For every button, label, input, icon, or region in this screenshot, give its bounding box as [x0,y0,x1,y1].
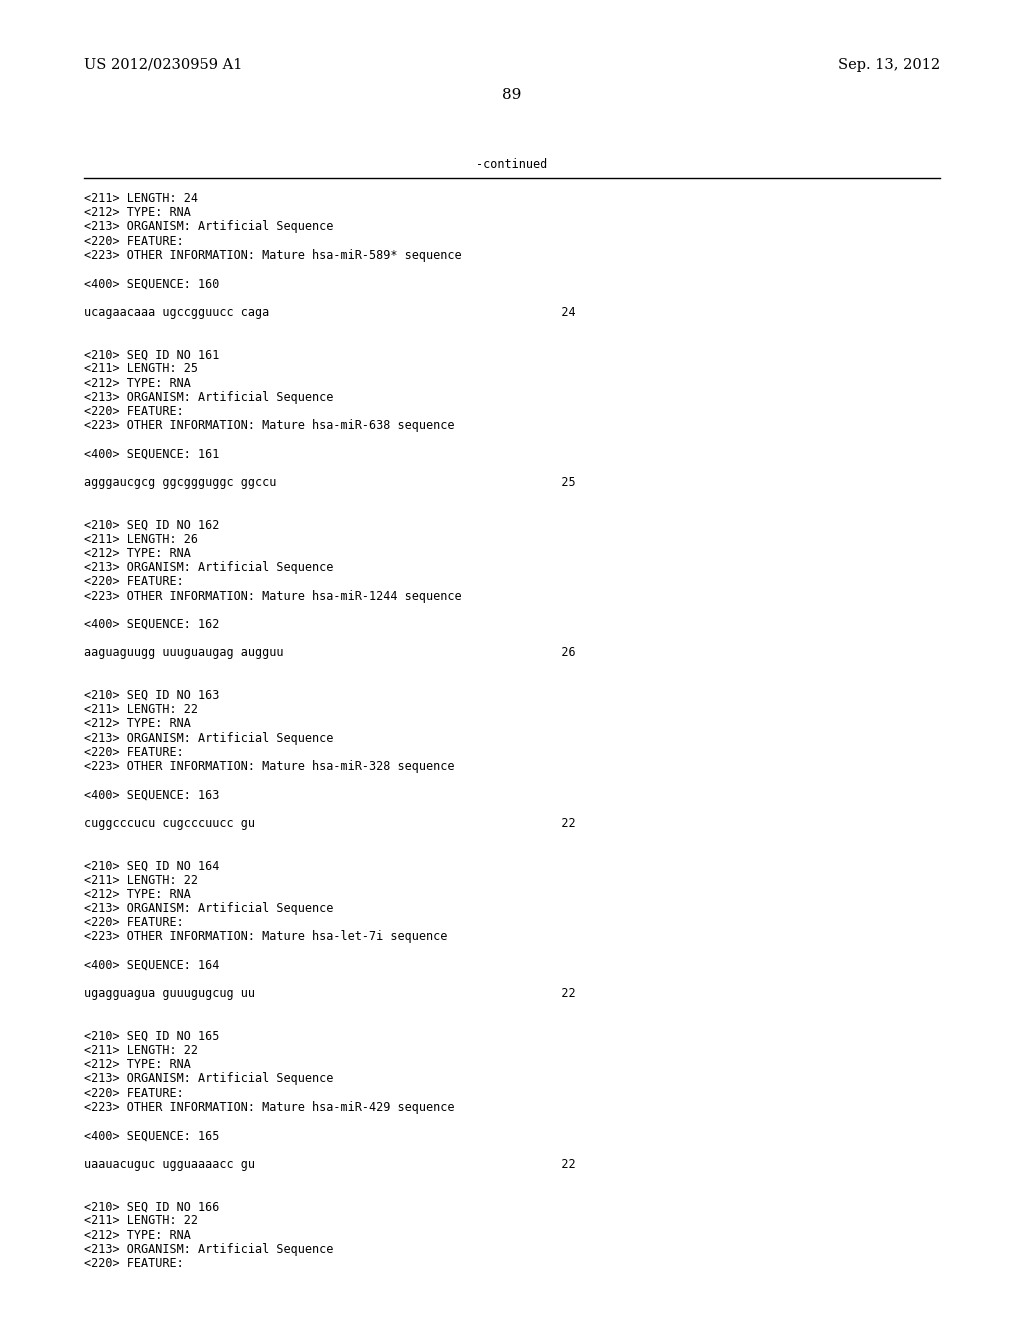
Text: ucagaacaaa ugccgguucc caga                                         24: ucagaacaaa ugccgguucc caga 24 [84,306,575,318]
Text: <220> FEATURE:: <220> FEATURE: [84,235,183,248]
Text: <213> ORGANISM: Artificial Sequence: <213> ORGANISM: Artificial Sequence [84,220,334,234]
Text: <211> LENGTH: 22: <211> LENGTH: 22 [84,1044,198,1057]
Text: <213> ORGANISM: Artificial Sequence: <213> ORGANISM: Artificial Sequence [84,561,334,574]
Text: <211> LENGTH: 22: <211> LENGTH: 22 [84,1214,198,1228]
Text: <213> ORGANISM: Artificial Sequence: <213> ORGANISM: Artificial Sequence [84,391,334,404]
Text: <220> FEATURE:: <220> FEATURE: [84,1086,183,1100]
Text: agggaucgcg ggcggguggc ggccu                                        25: agggaucgcg ggcggguggc ggccu 25 [84,477,575,488]
Text: <212> TYPE: RNA: <212> TYPE: RNA [84,717,190,730]
Text: <210> SEQ ID NO 164: <210> SEQ ID NO 164 [84,859,219,873]
Text: uaauacuguc ugguaaaacc gu                                           22: uaauacuguc ugguaaaacc gu 22 [84,1158,575,1171]
Text: <400> SEQUENCE: 160: <400> SEQUENCE: 160 [84,277,219,290]
Text: <212> TYPE: RNA: <212> TYPE: RNA [84,1229,190,1242]
Text: <213> ORGANISM: Artificial Sequence: <213> ORGANISM: Artificial Sequence [84,1243,334,1255]
Text: <213> ORGANISM: Artificial Sequence: <213> ORGANISM: Artificial Sequence [84,731,334,744]
Text: ugagguagua guuugugcug uu                                           22: ugagguagua guuugugcug uu 22 [84,987,575,1001]
Text: <211> LENGTH: 22: <211> LENGTH: 22 [84,874,198,887]
Text: <212> TYPE: RNA: <212> TYPE: RNA [84,888,190,900]
Text: <212> TYPE: RNA: <212> TYPE: RNA [84,206,190,219]
Text: <210> SEQ ID NO 161: <210> SEQ ID NO 161 [84,348,219,362]
Text: <210> SEQ ID NO 162: <210> SEQ ID NO 162 [84,519,219,532]
Text: <223> OTHER INFORMATION: Mature hsa-miR-1244 sequence: <223> OTHER INFORMATION: Mature hsa-miR-… [84,590,462,603]
Text: <212> TYPE: RNA: <212> TYPE: RNA [84,546,190,560]
Text: <223> OTHER INFORMATION: Mature hsa-miR-589* sequence: <223> OTHER INFORMATION: Mature hsa-miR-… [84,248,462,261]
Text: -continued: -continued [476,158,548,172]
Text: <220> FEATURE:: <220> FEATURE: [84,576,183,589]
Text: 89: 89 [503,88,521,102]
Text: US 2012/0230959 A1: US 2012/0230959 A1 [84,58,243,73]
Text: <211> LENGTH: 25: <211> LENGTH: 25 [84,363,198,375]
Text: <223> OTHER INFORMATION: Mature hsa-miR-429 sequence: <223> OTHER INFORMATION: Mature hsa-miR-… [84,1101,455,1114]
Text: Sep. 13, 2012: Sep. 13, 2012 [838,58,940,73]
Text: <400> SEQUENCE: 161: <400> SEQUENCE: 161 [84,447,219,461]
Text: <210> SEQ ID NO 165: <210> SEQ ID NO 165 [84,1030,219,1043]
Text: <400> SEQUENCE: 165: <400> SEQUENCE: 165 [84,1129,219,1142]
Text: <211> LENGTH: 26: <211> LENGTH: 26 [84,533,198,545]
Text: <210> SEQ ID NO 163: <210> SEQ ID NO 163 [84,689,219,702]
Text: <220> FEATURE:: <220> FEATURE: [84,746,183,759]
Text: <223> OTHER INFORMATION: Mature hsa-miR-328 sequence: <223> OTHER INFORMATION: Mature hsa-miR-… [84,760,455,774]
Text: <220> FEATURE:: <220> FEATURE: [84,405,183,418]
Text: <220> FEATURE:: <220> FEATURE: [84,1257,183,1270]
Text: <213> ORGANISM: Artificial Sequence: <213> ORGANISM: Artificial Sequence [84,902,334,915]
Text: <212> TYPE: RNA: <212> TYPE: RNA [84,376,190,389]
Text: <400> SEQUENCE: 163: <400> SEQUENCE: 163 [84,788,219,801]
Text: <211> LENGTH: 24: <211> LENGTH: 24 [84,191,198,205]
Text: <213> ORGANISM: Artificial Sequence: <213> ORGANISM: Artificial Sequence [84,1072,334,1085]
Text: <211> LENGTH: 22: <211> LENGTH: 22 [84,704,198,717]
Text: <400> SEQUENCE: 164: <400> SEQUENCE: 164 [84,958,219,972]
Text: cuggcccucu cugcccuucc gu                                           22: cuggcccucu cugcccuucc gu 22 [84,817,575,830]
Text: <400> SEQUENCE: 162: <400> SEQUENCE: 162 [84,618,219,631]
Text: <223> OTHER INFORMATION: Mature hsa-let-7i sequence: <223> OTHER INFORMATION: Mature hsa-let-… [84,931,447,944]
Text: <223> OTHER INFORMATION: Mature hsa-miR-638 sequence: <223> OTHER INFORMATION: Mature hsa-miR-… [84,420,455,432]
Text: <210> SEQ ID NO 166: <210> SEQ ID NO 166 [84,1200,219,1213]
Text: aaguaguugg uuuguaugag augguu                                       26: aaguaguugg uuuguaugag augguu 26 [84,647,575,660]
Text: <220> FEATURE:: <220> FEATURE: [84,916,183,929]
Text: <212> TYPE: RNA: <212> TYPE: RNA [84,1059,190,1072]
